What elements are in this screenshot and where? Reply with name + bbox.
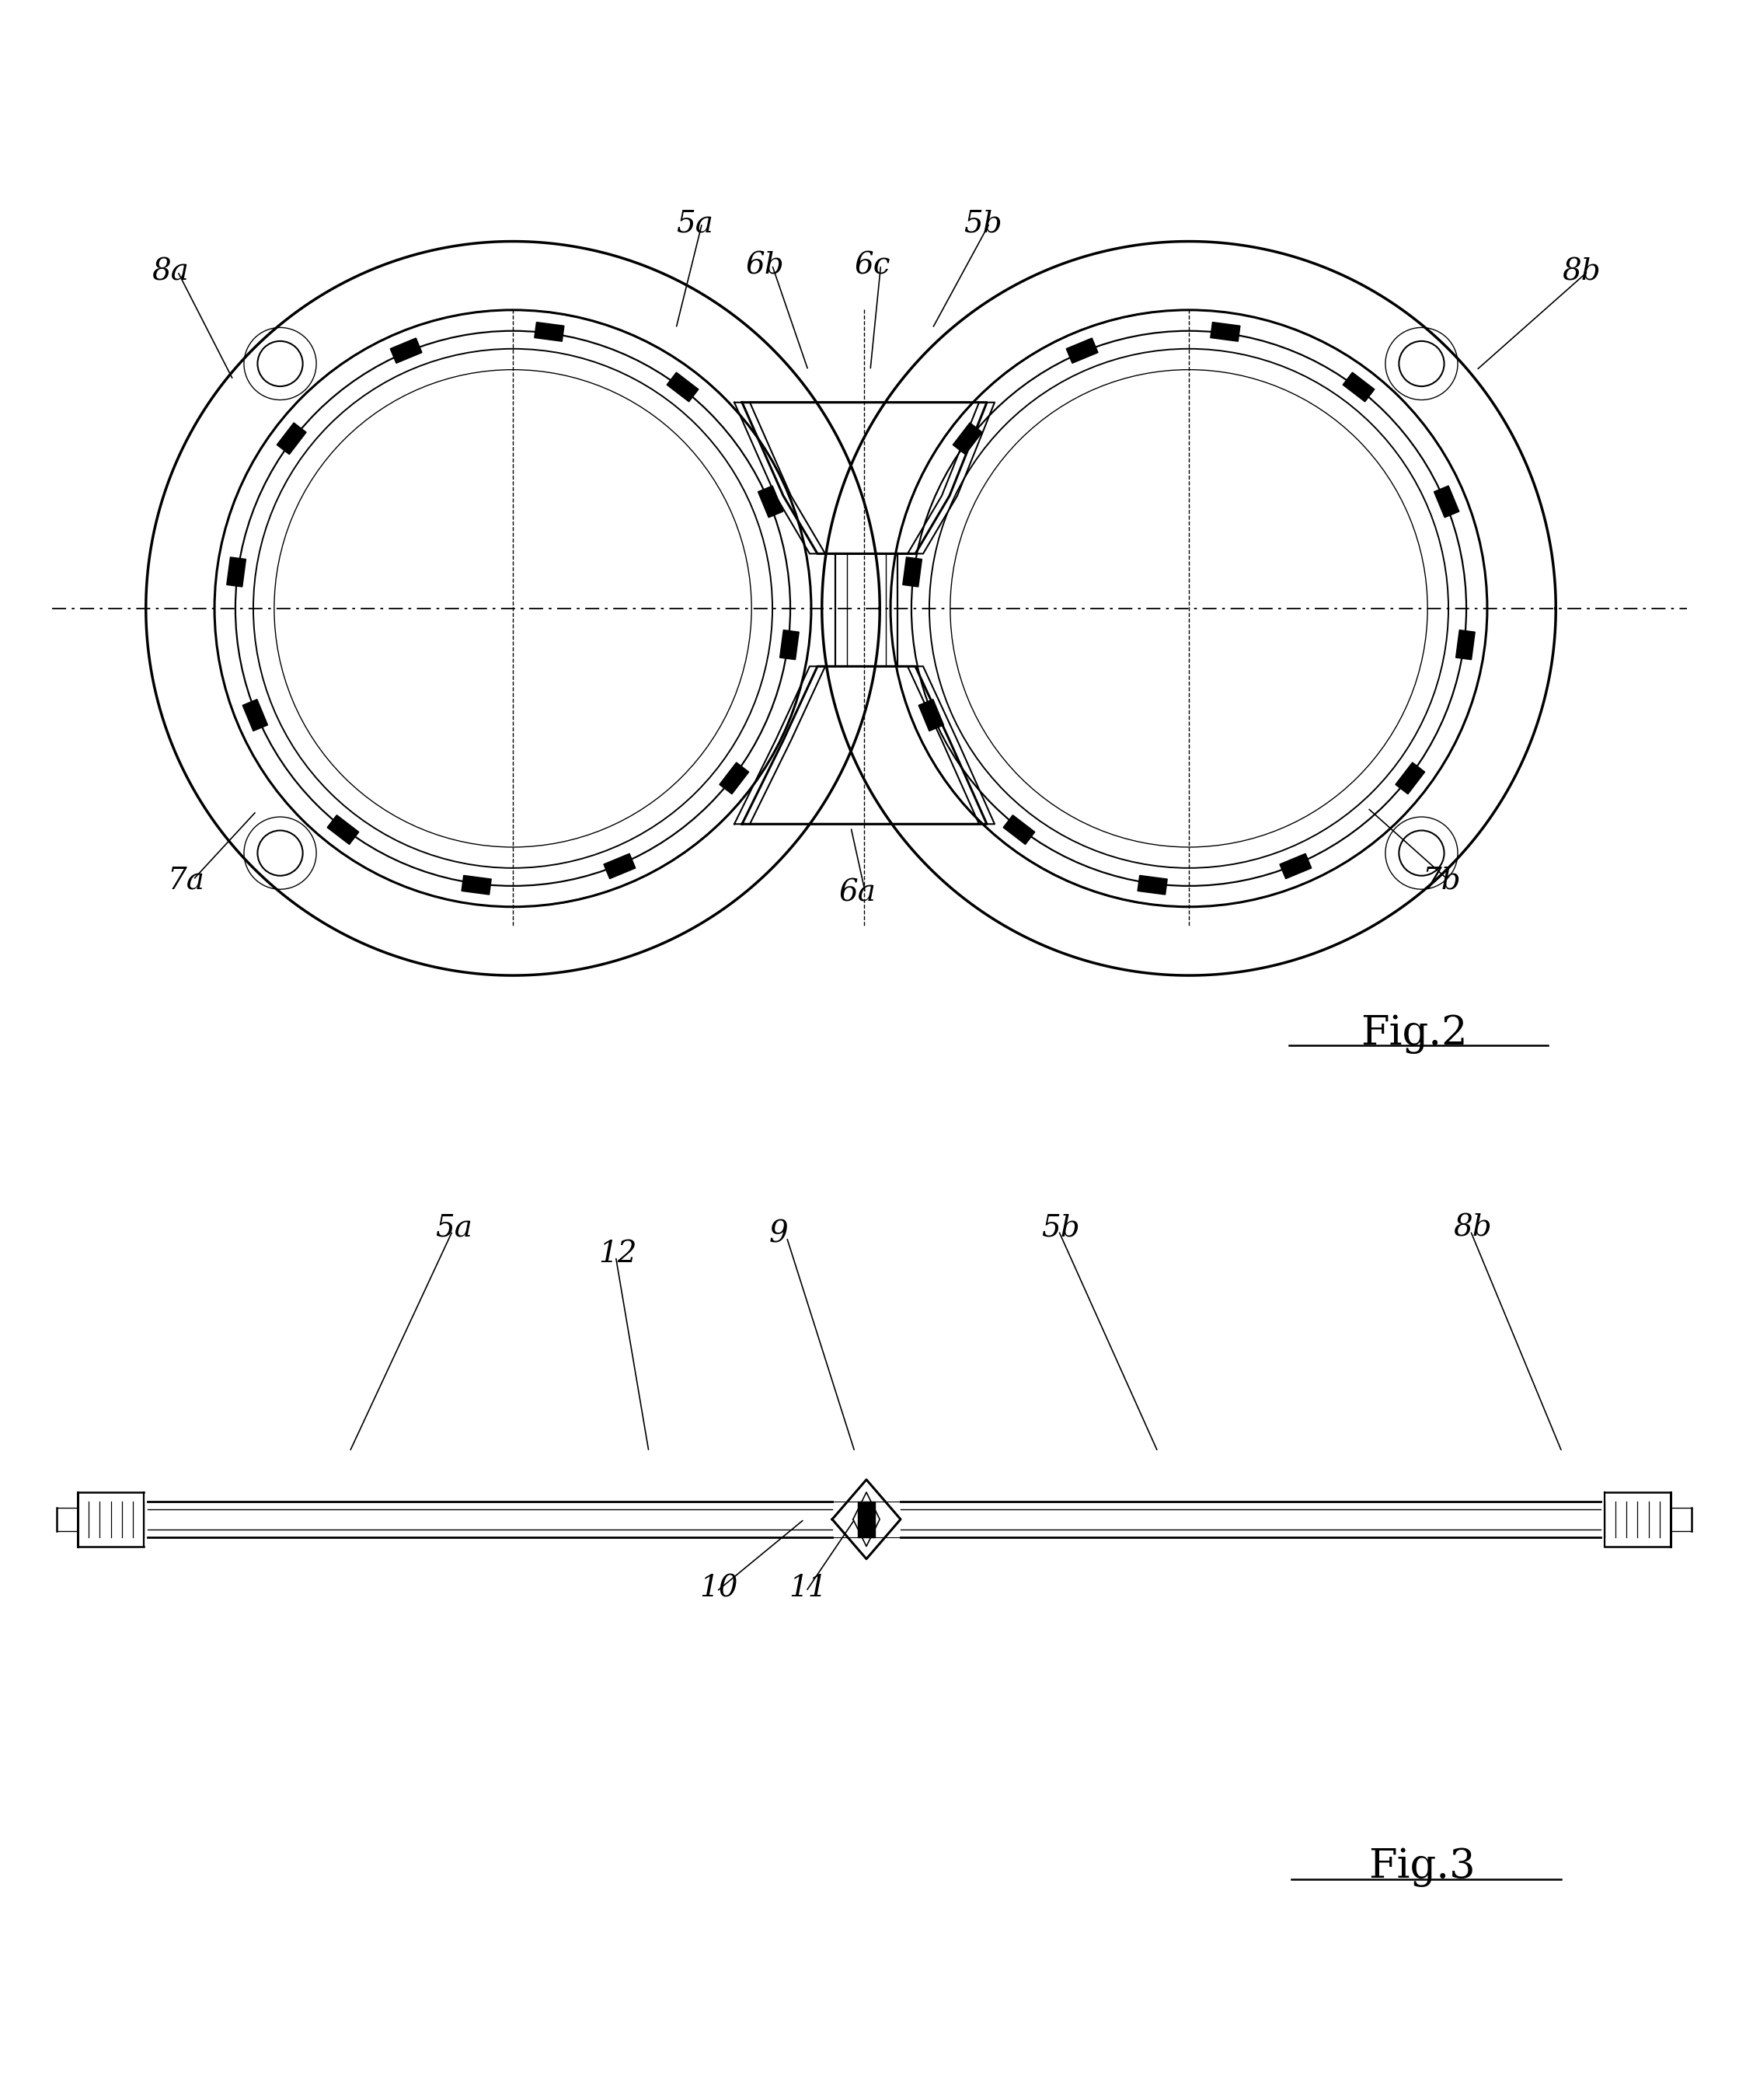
- Polygon shape: [953, 422, 983, 454]
- Polygon shape: [327, 815, 358, 844]
- Text: Fig.3: Fig.3: [1369, 1848, 1475, 1888]
- Polygon shape: [277, 422, 306, 454]
- Text: 7a: 7a: [167, 865, 203, 895]
- Text: Fig.2: Fig.2: [1360, 1014, 1468, 1054]
- Text: 5a: 5a: [435, 1214, 473, 1243]
- Polygon shape: [1280, 853, 1311, 878]
- Polygon shape: [226, 557, 245, 586]
- Polygon shape: [1435, 485, 1459, 517]
- Text: 8a: 8a: [151, 258, 190, 286]
- Polygon shape: [857, 1501, 875, 1518]
- Polygon shape: [1456, 630, 1475, 659]
- Polygon shape: [666, 372, 699, 401]
- Polygon shape: [603, 853, 635, 878]
- Text: 9: 9: [769, 1220, 788, 1249]
- Polygon shape: [390, 338, 423, 363]
- Polygon shape: [1343, 372, 1374, 401]
- Polygon shape: [1395, 762, 1424, 794]
- Text: 6b: 6b: [746, 252, 784, 279]
- Polygon shape: [534, 321, 563, 342]
- Text: 6a: 6a: [840, 878, 876, 907]
- Polygon shape: [903, 557, 922, 586]
- Polygon shape: [857, 1520, 875, 1537]
- Text: 8b: 8b: [1454, 1214, 1492, 1243]
- Polygon shape: [242, 699, 268, 731]
- Text: 6c: 6c: [856, 252, 890, 279]
- Text: 7b: 7b: [1423, 865, 1461, 895]
- Polygon shape: [720, 762, 750, 794]
- Polygon shape: [1210, 321, 1240, 342]
- Polygon shape: [918, 699, 944, 731]
- Text: 5b: 5b: [1042, 1214, 1080, 1243]
- Text: 5b: 5b: [963, 210, 1002, 237]
- Text: 12: 12: [598, 1239, 636, 1268]
- Polygon shape: [461, 876, 490, 895]
- Text: 10: 10: [699, 1575, 737, 1602]
- Text: 8b: 8b: [1562, 258, 1600, 286]
- Polygon shape: [758, 485, 783, 517]
- Text: 5a: 5a: [676, 210, 713, 237]
- Polygon shape: [1003, 815, 1035, 844]
- Polygon shape: [779, 630, 798, 659]
- Text: 11: 11: [790, 1575, 828, 1602]
- Polygon shape: [1066, 338, 1097, 363]
- Polygon shape: [1137, 876, 1167, 895]
